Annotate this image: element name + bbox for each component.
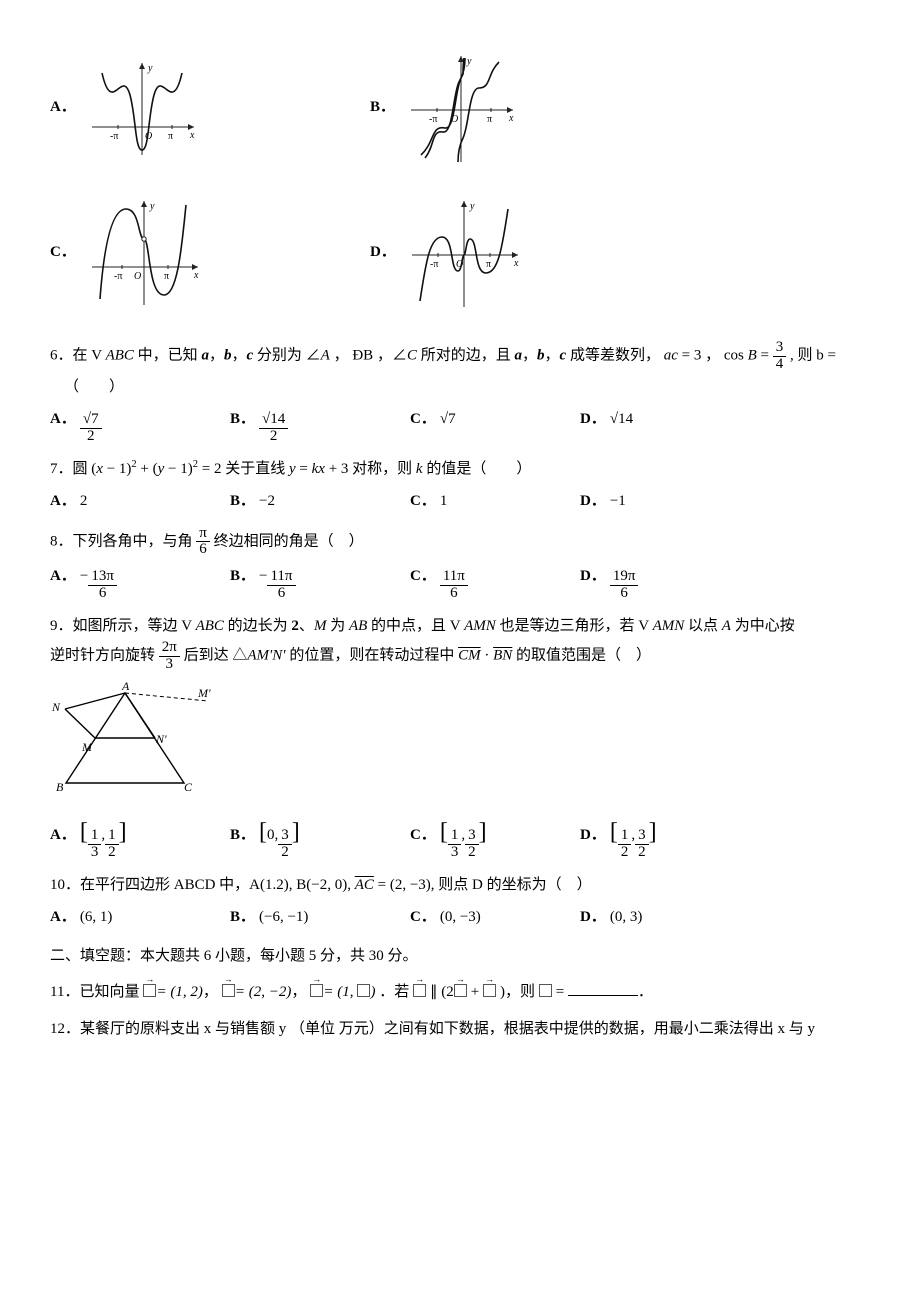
svg-text:y: y [466,56,472,67]
question-10: 10．在平行四边形 ABCD 中，A(1.2), B(−2, 0), AC = … [50,871,870,900]
q8-opt-D: D． 19π6 [580,562,638,602]
question-9-line2: 逆时针方向旋转 2π3 后到达 △AM′N′ 的位置，则在转动过程中 CM · … [50,640,870,673]
graph-row-ab: A． y x -π O π B． y x -π O π [50,50,870,165]
q6-body1: ABC 中，已知 a，b，c 分别为 ∠A ， [106,348,349,364]
graph-D: y x -π O π [402,195,527,310]
graph-C: y x -π O π [82,195,207,310]
q7-options: A．2 B．−2 C．1 D．−1 [50,487,870,516]
q6-opt-B: B． √142 [230,405,410,445]
svg-text:C: C [184,780,193,794]
question-6: 6．在 V ABC 中，已知 a，b，c 分别为 ∠A ， ÐB ，∠C 所对的… [50,340,870,373]
q9-diagram: A B C N M N′ M′ [50,679,870,805]
q6-paren: （ ） [64,373,870,402]
q7-eqrest: = 2 关于直线 y = kx + 3 对称，则 k 的值是（ ） [202,461,532,477]
question-11: 11．已知向量 = (1, 2)， = (2, −2)， = (1, ) ．若 … [50,978,870,1007]
question-7: 7．圆 (x − 1)2 + (y − 1)2 = 2 关于直线 y = kx … [50,455,870,484]
svg-text:π: π [164,271,169,282]
svg-text:M: M [81,740,93,754]
q6-tri: V [91,348,102,364]
svg-text:x: x [513,258,519,269]
graph-D-cell: D． y x -π O π [370,195,527,310]
svg-text:-π: -π [110,131,118,142]
option-C-label: C． [50,238,76,267]
placeholder-icon [222,984,235,997]
q9-opt-D: D． [12, 32] [580,810,657,861]
svg-text:x: x [508,113,514,124]
q8-opt-C: C． 11π6 [410,562,580,602]
q10-opt-B: B．(−6, −1) [230,903,410,932]
question-12: 12．某餐厅的原料支出 x 与销售额 y （单位 万元）之间有如下数据，根据表中… [50,1015,870,1044]
graph-A-cell: A． y x -π O π [50,55,370,160]
vec-AC: AC [355,877,374,893]
placeholder-icon [483,984,496,997]
axis-x-label: x [189,130,195,141]
placeholder-icon [310,984,323,997]
q9-opt-B: B． [0, 32] [230,810,410,861]
option-B-label: B． [370,93,395,122]
q7-circle: (x − 1)2 + (y − 1)2 [91,461,198,477]
graph-row-cd: C． y x -π O π D． y x -π O π [50,195,870,310]
svg-text:y: y [149,201,155,212]
svg-text:O: O [134,271,141,282]
placeholder-icon [357,984,370,997]
placeholder-icon [143,984,156,997]
graph-B-cell: B． y x -π O π [370,50,521,165]
fill-blank [568,980,638,996]
q6-body2: ，∠C 所对的边，且 a，b，c 成等差数列， ac = 3 ， cos B = [377,348,773,364]
axis-y-label: y [147,63,153,74]
q9-opt-A: A． [13, 12] [50,810,230,861]
svg-text:N′: N′ [155,732,167,746]
q7-opt-B: B．−2 [230,487,410,516]
q6-opt-D: D． √14 [580,405,633,445]
curve-left [421,58,465,155]
section-2-heading: 二、填空题：本大题共 6 小题，每小题 5 分，共 30 分。 [50,942,870,971]
svg-text:π: π [487,114,492,125]
q8-frac: π6 [196,526,210,559]
placeholder-icon [454,984,467,997]
q7-opt-D: D．−1 [580,487,626,516]
question-8: 8．下列各角中，与角 π6 终边相同的角是（ ） [50,526,870,559]
q10-options: A．(6, 1) B．(−6, −1) C．(0, −3) D．(0, 3) [50,903,870,932]
question-9-line1: 9．如图所示，等边 V ABC 的边长为 2、M 为 AB 的中点，且 V AM… [50,612,870,641]
graph-C-cell: C． y x -π O π [50,195,370,310]
svg-text:π: π [486,259,491,270]
vec-CM: CM [458,648,481,664]
q6-options: A． √72 B． √142 C． √7 D． √14 [50,405,870,445]
q7-opt-A: A．2 [50,487,230,516]
svg-text:y: y [469,201,475,212]
svg-text:π: π [168,131,173,142]
q9-opt-C: C． [13, 32] [410,810,580,861]
q8-opt-A: A． −13π6 [50,562,230,602]
placeholder-icon [539,984,552,997]
vec-BN: BN [493,648,512,664]
q6-pre: 6．在 [50,348,88,364]
q10-opt-A: A．(6, 1) [50,903,230,932]
q10-opt-D: D．(0, 3) [580,903,642,932]
q8-options: A． −13π6 B． −11π6 C． 11π6 D． 19π6 [50,562,870,602]
svg-text:-π: -π [430,259,438,270]
svg-text:A: A [121,679,130,693]
q9-options: A． [13, 12] B． [0, 32] C． [13, 32] D． [1… [50,810,870,861]
graph-A: y x -π O π [82,55,202,160]
q8-opt-B: B． −11π6 [230,562,410,602]
q6-opt-A: A． √72 [50,405,230,445]
placeholder-icon [413,984,426,997]
q9-text1: 9．如图所示，等边 V ABC 的边长为 2、M 为 AB 的中点，且 V AM… [50,618,795,634]
q6-ask: , 则 b = [790,348,836,364]
svg-text:M′: M′ [197,686,211,700]
option-A-label: A． [50,93,76,122]
q6-db: ÐB [352,348,373,364]
q6-frac: 34 [773,340,787,373]
svg-text:x: x [193,270,199,281]
option-D-label: D． [370,238,396,267]
svg-text:N: N [51,700,61,714]
q10-opt-C: C．(0, −3) [410,903,580,932]
svg-text:B: B [56,780,64,794]
q6-opt-C: C． √7 [410,405,580,445]
svg-text:-π: -π [429,114,437,125]
svg-text:-π: -π [114,271,122,282]
q7-opt-C: C．1 [410,487,580,516]
graph-B: y x -π O π [401,50,521,165]
